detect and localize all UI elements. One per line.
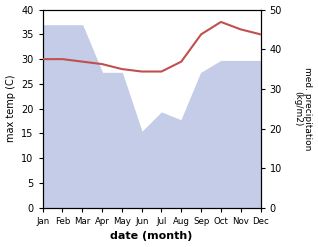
X-axis label: date (month): date (month) xyxy=(110,231,193,242)
Y-axis label: max temp (C): max temp (C) xyxy=(5,75,16,143)
Y-axis label: med. precipitation
(kg/m2): med. precipitation (kg/m2) xyxy=(293,67,313,150)
